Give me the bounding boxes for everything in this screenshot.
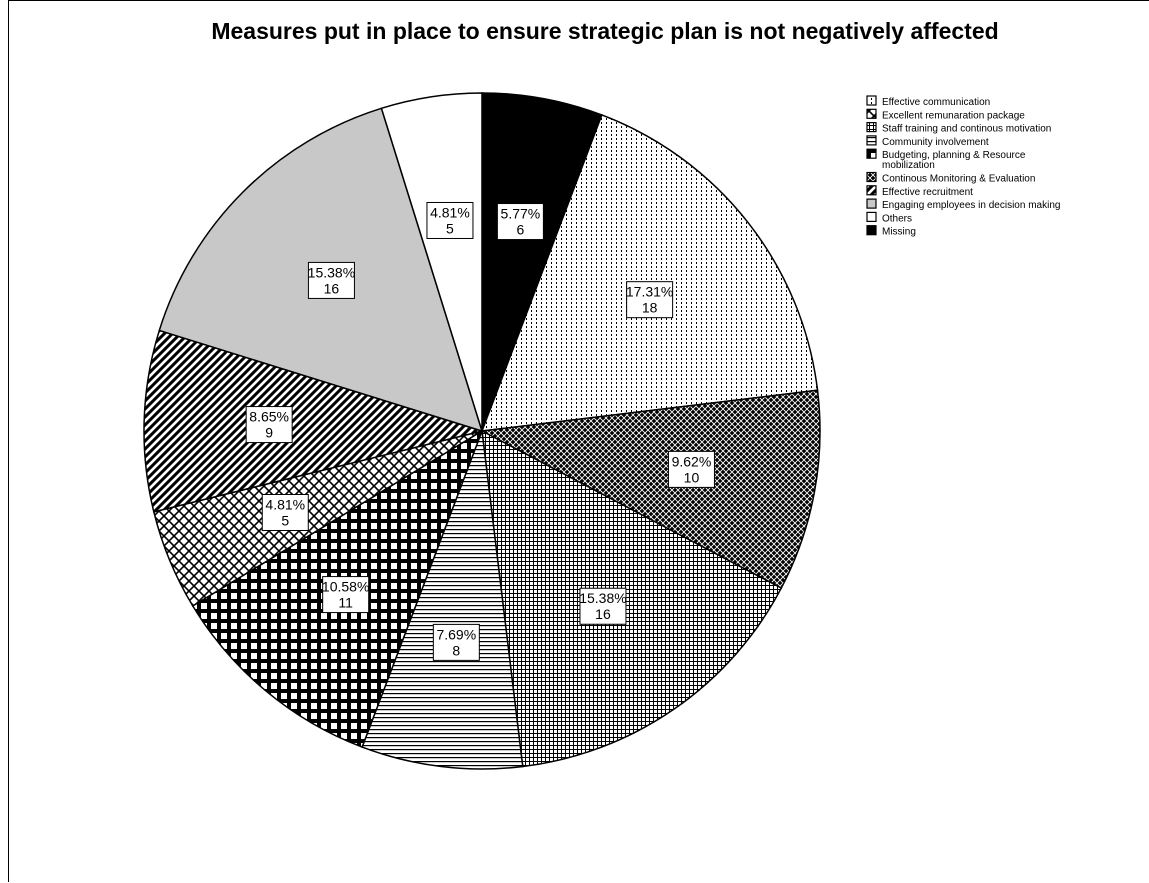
slice-count: 8 <box>452 642 460 658</box>
legend-label: Staff training and continous motivation <box>882 124 1051 135</box>
slice-percent: 4.81% <box>265 496 305 512</box>
pie-slice <box>380 92 483 432</box>
slice-label: 15.38%16 <box>307 261 355 299</box>
slice-label-box <box>626 281 674 319</box>
slice-count: 16 <box>324 280 340 296</box>
slice-label: 15.38%16 <box>579 587 627 625</box>
slice-label: 9.62%10 <box>667 450 715 488</box>
legend-label: Effective communication <box>882 97 990 108</box>
pie-slice <box>481 429 783 768</box>
legend-swatch <box>866 135 877 146</box>
slice-label-box <box>667 450 715 488</box>
pie-slice <box>479 389 821 590</box>
slice-count: 16 <box>595 606 611 622</box>
slice-percent: 4.81% <box>430 204 470 220</box>
pie-slice <box>143 329 485 513</box>
slice-percent: 10.58% <box>322 579 369 595</box>
legend-label: Engaging employees in decision making <box>882 200 1060 211</box>
legend-swatch <box>866 198 877 209</box>
chart-title: Measures put in place to ensure strategi… <box>211 18 998 44</box>
legend-swatch <box>866 225 877 236</box>
slice-label: 4.81%5 <box>426 201 474 239</box>
slice-label-box <box>432 623 480 661</box>
pie-chart: Measures put in place to ensure strategi… <box>143 18 1060 770</box>
chart-frame: Measures put in place to ensure strategi… <box>8 0 1149 882</box>
slice-label: 7.69%8 <box>432 623 480 661</box>
slice-percent: 7.69% <box>436 626 476 642</box>
slice-label-box <box>322 576 370 614</box>
slice-count: 10 <box>684 469 700 485</box>
legend-swatch <box>866 108 877 119</box>
slice-label-box <box>426 201 474 239</box>
legend-item: Continous Monitoring & Evaluation <box>866 171 1035 185</box>
legend-item: Missing <box>866 225 916 238</box>
slice-count: 11 <box>338 595 353 611</box>
slice-count: 5 <box>281 512 289 528</box>
slice-label: 4.81%5 <box>261 493 309 531</box>
legend-label: mobilization <box>882 160 935 171</box>
legend-swatch <box>866 121 877 133</box>
slice-label-box <box>261 493 309 531</box>
slice-percent: 9.62% <box>672 453 712 469</box>
legend-item: Staff training and continous motivation <box>866 121 1051 135</box>
slice-label: 8.65%9 <box>245 406 293 444</box>
pie-slice <box>361 430 524 770</box>
legend-item: Effective recruitment <box>866 185 973 198</box>
legend-label: Others <box>882 213 912 224</box>
slice-percent: 15.38% <box>579 590 626 606</box>
slice-percent: 5.77% <box>501 206 541 222</box>
legend-item: Excellent remunaration package <box>866 108 1025 121</box>
slice-label-box <box>579 587 627 625</box>
legend-label: Community involvement <box>882 137 989 148</box>
legend-label: Budgeting, planning & Resource <box>882 150 1026 161</box>
legend-swatch <box>866 171 877 183</box>
slice-label: 10.58%11 <box>322 576 370 614</box>
slice-count: 18 <box>642 300 658 316</box>
slice-count: 9 <box>265 425 273 441</box>
legend-swatch <box>866 148 877 159</box>
legend-item: Engaging employees in decision making <box>866 198 1060 211</box>
slice-percent: 17.31% <box>626 284 673 300</box>
legend-item: Budgeting, planning & Resourcemobilizati… <box>866 148 1026 171</box>
legend-item: Others <box>866 211 912 224</box>
legend-label: Excellent remunaration package <box>882 110 1025 121</box>
legend-label: Effective recruitment <box>882 187 973 198</box>
legend-item: Community involvement <box>866 135 989 148</box>
legend-swatch <box>866 185 877 196</box>
slice-percent: 8.65% <box>249 409 289 425</box>
slice-count: 6 <box>516 222 524 238</box>
slice-count: 5 <box>446 220 454 236</box>
slice-label: 17.31%18 <box>626 281 674 319</box>
pie-slice <box>480 113 819 432</box>
legend-label: Missing <box>882 227 916 238</box>
slice-label-box <box>307 261 355 299</box>
slice-label-box <box>245 406 293 444</box>
legend-swatch <box>866 95 877 106</box>
legend-item: Effective communication <box>866 95 990 108</box>
legend-swatch <box>866 211 877 222</box>
slice-label: 5.77%6 <box>496 203 544 241</box>
slice-label-box <box>496 203 544 241</box>
slice-percent: 15.38% <box>308 264 355 280</box>
legend-label: Continous Monitoring & Evaluation <box>882 174 1035 185</box>
